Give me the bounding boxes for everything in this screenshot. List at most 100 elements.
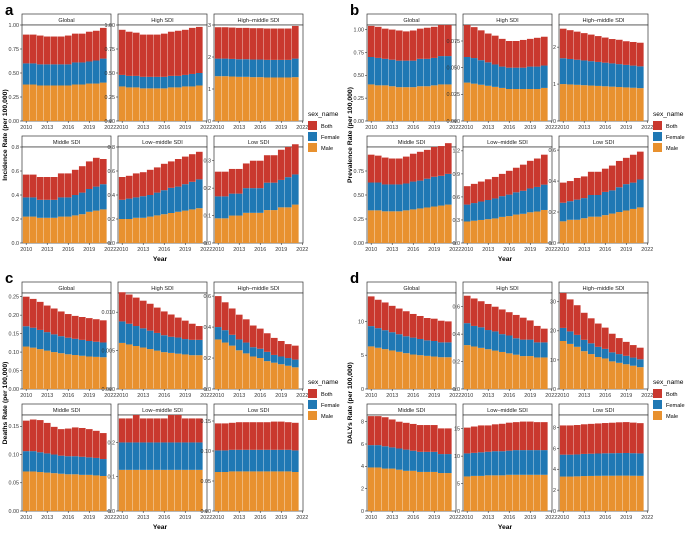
x-tick-label: 2016 — [62, 125, 74, 131]
bar-both-2017 — [608, 422, 616, 454]
bar-female-2013 — [388, 59, 396, 87]
bar-male-2020 — [92, 475, 100, 511]
bar-female-2013 — [580, 453, 588, 477]
bar-both-2014 — [395, 30, 403, 61]
bar-both-2011 — [221, 27, 229, 59]
bar-male-2021 — [99, 475, 107, 511]
bar-female-2013 — [388, 332, 396, 351]
bar-both-2019 — [85, 161, 93, 189]
bar-female-2013 — [484, 451, 492, 476]
bar-male-2012 — [132, 469, 140, 511]
bar-both-2011 — [29, 419, 37, 452]
x-tick-label: 2019 — [275, 247, 287, 253]
facet-title: Low SDI — [593, 140, 615, 146]
bar-both-2019 — [277, 341, 285, 357]
bar-female-2013 — [43, 64, 51, 86]
legend-title: sex_name — [653, 379, 684, 386]
bar-both-2011 — [470, 426, 478, 453]
bar-female-2014 — [395, 60, 403, 88]
bar-male-2011 — [566, 343, 574, 389]
bar-male-2011 — [125, 344, 133, 389]
bar-male-2019 — [181, 354, 189, 389]
bar-male-2017 — [416, 471, 424, 511]
bar-both-2016 — [601, 423, 609, 454]
x-tick-label: 2013 — [233, 125, 245, 131]
x-tick-label: 2019 — [428, 393, 440, 399]
x-tick-label: 2016 — [599, 247, 611, 253]
y-tick-label: 0.2 — [204, 356, 212, 362]
y-axis-title: Prevalence Rate (per 100,000) — [347, 87, 354, 183]
bar-male-2014 — [242, 212, 250, 243]
x-tick-label: 2013 — [578, 515, 590, 521]
bar-both-2018 — [615, 422, 623, 454]
bar-female-2020 — [188, 181, 196, 210]
bar-female-2021 — [636, 66, 644, 89]
bar-both-2011 — [29, 34, 37, 64]
x-tick-label: 2022 — [641, 393, 653, 399]
bar-female-2014 — [242, 449, 250, 472]
bar-female-2018 — [270, 59, 278, 78]
bar-both-2014 — [587, 423, 595, 454]
bar-male-2019 — [85, 474, 93, 511]
bar-female-2020 — [284, 59, 292, 78]
bar-male-2012 — [132, 217, 140, 243]
bar-both-2016 — [64, 314, 72, 338]
panel-b: b Prevalence Rate (per 100,000) Year Global… — [347, 2, 685, 263]
bar-female-2021 — [444, 56, 452, 85]
bar-both-2018 — [174, 415, 182, 443]
bar-male-2019 — [430, 356, 438, 389]
bar-both-2012 — [381, 157, 389, 185]
bar-male-2019 — [526, 89, 534, 121]
bar-female-2013 — [43, 199, 51, 218]
bar-female-2018 — [78, 62, 86, 85]
bar-male-2014 — [491, 86, 499, 121]
bar-female-2017 — [263, 182, 271, 211]
bar-male-2020 — [284, 77, 292, 121]
x-tick-label: 2022 — [200, 393, 212, 399]
bar-both-2012 — [381, 302, 389, 331]
y-tick-label: 0.25 — [9, 95, 20, 101]
x-tick-label: 2016 — [62, 393, 74, 399]
bar-both-2020 — [629, 154, 637, 183]
bar-female-2020 — [437, 56, 445, 85]
bar-female-2010 — [367, 182, 375, 211]
y-tick-label: 0.4 — [549, 179, 557, 185]
x-axis-title: Year — [153, 524, 168, 531]
bar-female-2015 — [249, 188, 257, 213]
x-tick-label: 2016 — [407, 125, 419, 131]
bar-both-2016 — [505, 312, 513, 336]
bar-male-2018 — [174, 87, 182, 121]
bar-male-2016 — [409, 470, 417, 511]
y-tick-label: 0.10 — [9, 452, 20, 458]
bar-male-2016 — [601, 86, 609, 121]
bar-male-2011 — [221, 342, 229, 389]
bar-both-2011 — [221, 302, 229, 331]
x-tick-label: 2013 — [482, 515, 494, 521]
bar-both-2013 — [139, 300, 147, 329]
bar-female-2019 — [622, 184, 630, 211]
bar-male-2012 — [228, 345, 236, 389]
facet-high-middle-sdi: High–middle SDI 0 1 2 2010 2013 2016 2019 2022 — [553, 13, 653, 131]
bar-both-2014 — [587, 171, 595, 195]
bar-both-2014 — [50, 177, 58, 200]
bar-both-2013 — [484, 33, 492, 63]
bar-female-2013 — [484, 62, 492, 86]
bar-female-2018 — [615, 187, 623, 213]
bar-male-2016 — [256, 212, 264, 243]
bar-both-2020 — [92, 157, 100, 187]
x-tick-label: 2016 — [503, 125, 515, 131]
bar-female-2020 — [92, 457, 100, 476]
bar-male-2017 — [71, 355, 79, 389]
bar-female-2018 — [423, 178, 431, 208]
bar-both-2016 — [64, 173, 72, 198]
facet-title: Low SDI — [248, 140, 270, 146]
legend-swatch-female — [653, 400, 662, 409]
bar-male-2015 — [402, 210, 410, 243]
bar-female-2014 — [587, 343, 595, 355]
bar-both-2021 — [540, 328, 548, 343]
legend-swatch-male — [308, 411, 317, 420]
x-tick-label: 2022 — [200, 125, 212, 131]
bar-male-2011 — [470, 83, 478, 121]
bar-both-2019 — [430, 425, 438, 452]
bar-both-2019 — [85, 31, 93, 62]
